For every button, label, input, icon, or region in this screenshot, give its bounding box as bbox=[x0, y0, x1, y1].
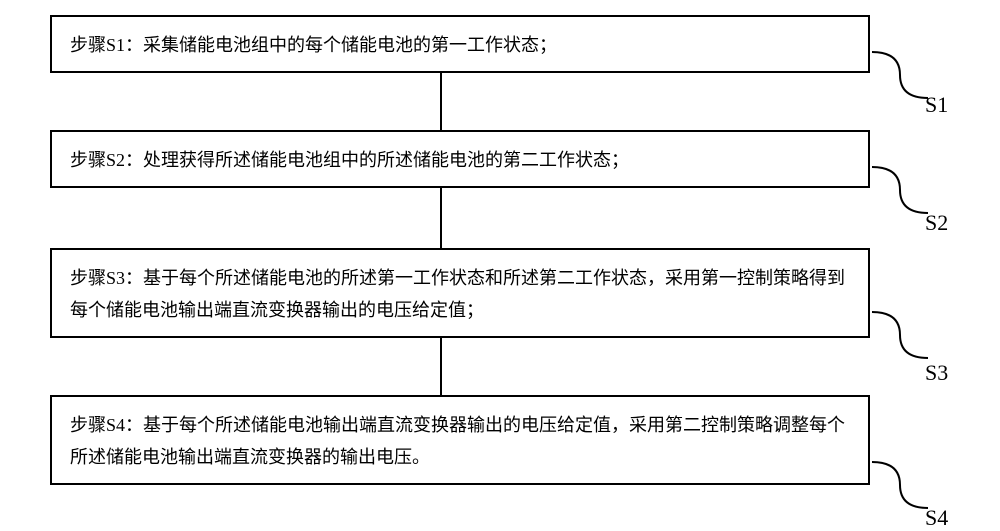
connector-2 bbox=[440, 188, 442, 248]
step-label-s1: S1 bbox=[925, 92, 948, 118]
step-label-s4: S4 bbox=[925, 505, 948, 531]
flowchart-container: 步骤S1：采集储能电池组中的每个储能电池的第一工作状态； 步骤S2：处理获得所述… bbox=[0, 0, 1000, 529]
step-text-s1: 步骤S1：采集储能电池组中的每个储能电池的第一工作状态； bbox=[70, 29, 557, 61]
step-text-s4: 步骤S4：基于每个所述储能电池输出端直流变换器输出的电压给定值，采用第二控制策略… bbox=[70, 415, 845, 467]
step-box-s3: 步骤S3：基于每个所述储能电池的所述第一工作状态和所述第二工作状态，采用第一控制… bbox=[50, 248, 870, 338]
step-box-s1: 步骤S1：采集储能电池组中的每个储能电池的第一工作状态； bbox=[50, 15, 870, 73]
step-label-s2: S2 bbox=[925, 210, 948, 236]
bracket-s2 bbox=[870, 165, 930, 215]
step-box-s4: 步骤S4：基于每个所述储能电池输出端直流变换器输出的电压给定值，采用第二控制策略… bbox=[50, 395, 870, 485]
bracket-s4 bbox=[870, 460, 930, 510]
step-label-s3: S3 bbox=[925, 360, 948, 386]
connector-3 bbox=[440, 338, 442, 395]
connector-1 bbox=[440, 73, 442, 130]
step-text-s2: 步骤S2：处理获得所述储能电池组中的所述储能电池的第二工作状态； bbox=[70, 144, 629, 176]
step-text-s3: 步骤S3：基于每个所述储能电池的所述第一工作状态和所述第二工作状态，采用第一控制… bbox=[70, 268, 845, 320]
bracket-s3 bbox=[870, 310, 930, 360]
step-box-s2: 步骤S2：处理获得所述储能电池组中的所述储能电池的第二工作状态； bbox=[50, 130, 870, 188]
bracket-s1 bbox=[870, 50, 930, 100]
